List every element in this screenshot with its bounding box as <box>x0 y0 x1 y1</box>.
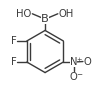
Text: HO: HO <box>16 9 31 19</box>
Text: OH: OH <box>59 9 74 19</box>
Text: O: O <box>70 72 78 82</box>
Text: F: F <box>11 57 17 67</box>
Text: +: + <box>76 57 81 63</box>
Text: O: O <box>83 57 91 67</box>
Text: F: F <box>11 36 17 46</box>
Text: B: B <box>41 14 49 24</box>
Text: −: − <box>76 72 82 78</box>
Text: N: N <box>70 57 77 67</box>
